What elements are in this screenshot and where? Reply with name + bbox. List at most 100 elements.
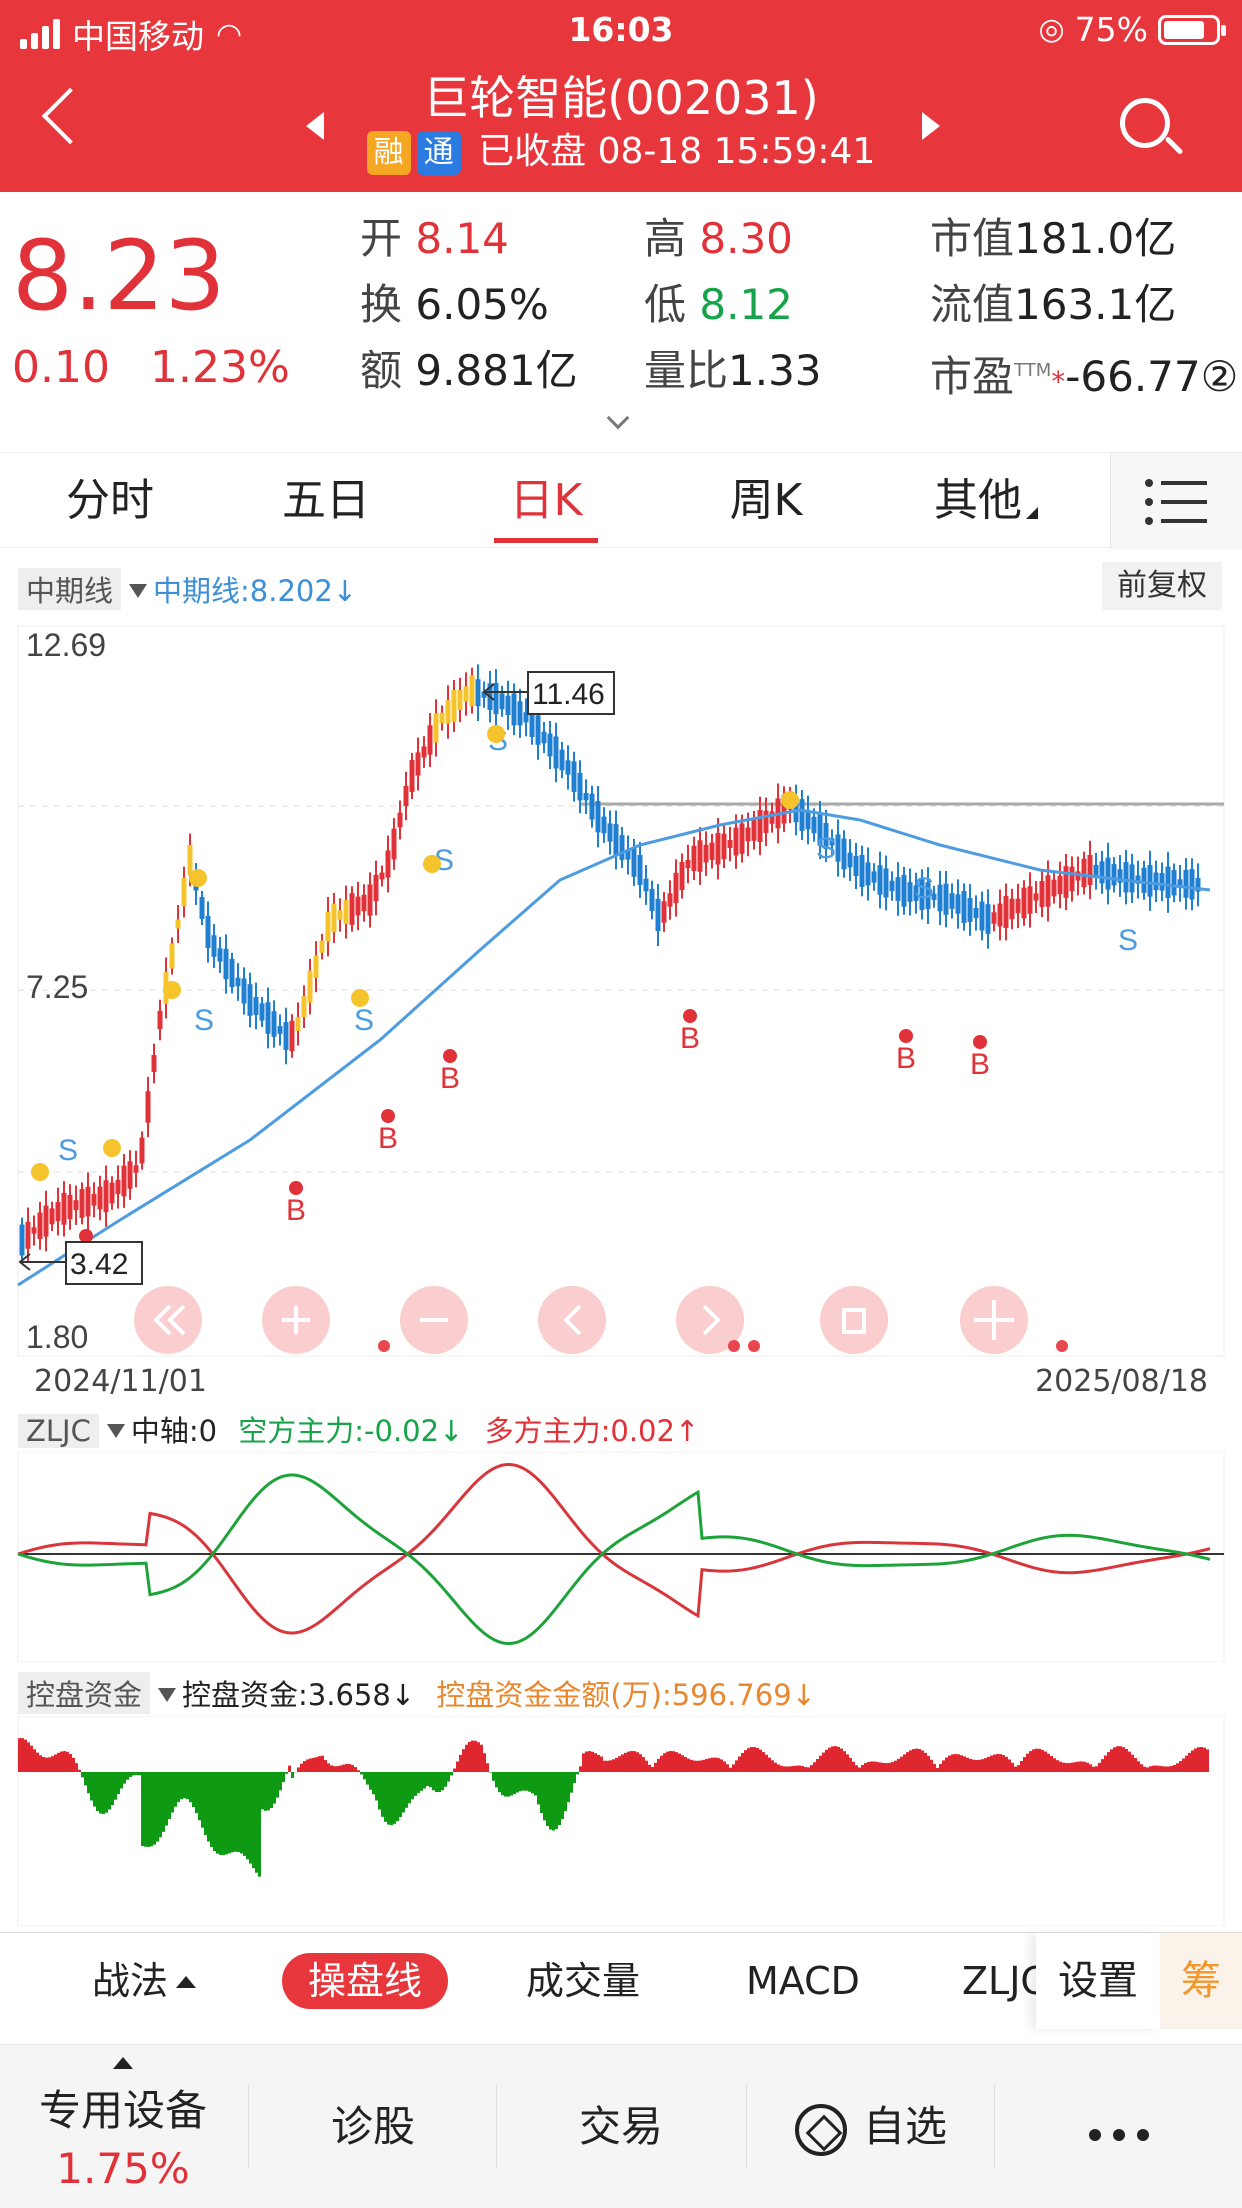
kpzj-bar [447, 1772, 450, 1782]
kpzj-bar [870, 1761, 873, 1772]
prev-stock-icon[interactable] [306, 112, 324, 140]
candle-body [613, 824, 619, 856]
kpzj-bar [1104, 1755, 1107, 1772]
change-value: 0.10 [12, 342, 110, 393]
candle-body [427, 725, 433, 755]
adjust-button[interactable]: 前复权 [1102, 562, 1222, 610]
expand-chevron-icon[interactable] [606, 406, 630, 430]
candle-body [79, 1188, 85, 1218]
kpzj-chart[interactable] [0, 1716, 1242, 1926]
candle-body [739, 823, 745, 854]
candle-body [475, 679, 481, 707]
change-percent: 1.23% [149, 342, 290, 393]
chip-button[interactable]: 筹 [1160, 1933, 1242, 2029]
tab-daily-k[interactable]: 日K [494, 453, 598, 549]
kpzj-bar [327, 1763, 330, 1772]
kpzj-bar [126, 1772, 129, 1780]
kpzj-bar [771, 1760, 774, 1772]
kpzj-bar [510, 1772, 513, 1796]
kpzj-bar [315, 1757, 318, 1772]
kpzj-bar [336, 1766, 339, 1772]
kline-chart[interactable]: BBBBBBBSSSSSSSS 12.69 7.25 1.80 11.46 3.… [0, 620, 1242, 1360]
buy-dot [443, 1049, 457, 1063]
kpzj-bar [384, 1772, 387, 1822]
caret-up-icon [176, 1976, 197, 1988]
candle-body [883, 868, 889, 898]
kpzj-bar [903, 1754, 906, 1772]
candle-body [1057, 875, 1063, 895]
move-left-icon[interactable] [538, 1286, 606, 1354]
kpzj-bar [681, 1755, 684, 1772]
buy-mark: B [286, 1194, 306, 1227]
kpzj-bar [219, 1772, 222, 1855]
rotate-icon[interactable] [820, 1286, 888, 1354]
zljc-chart[interactable] [0, 1452, 1242, 1662]
sell-mark: S [816, 832, 836, 865]
kpzj-bar [1170, 1765, 1173, 1772]
nav-watchlist[interactable]: 自选 [748, 2045, 994, 2208]
clock: 16:03 [568, 10, 674, 49]
watchlist-icon [794, 2103, 847, 2156]
kpzj-bar [330, 1765, 333, 1772]
kpzj-bar [261, 1772, 264, 1810]
kpzj-bar [990, 1755, 993, 1772]
date-end: 2025/08/18 [1035, 1364, 1208, 1399]
candle-body [721, 833, 727, 860]
search-icon[interactable] [1120, 98, 1170, 148]
tab-other[interactable]: 其他 [906, 453, 1066, 549]
tool-zljc[interactable]: ZLJC [962, 1959, 1047, 2003]
candle-body [949, 893, 955, 909]
kpzj-tag[interactable]: 控盘资金 [18, 1672, 151, 1714]
tab-five-day[interactable]: 五日 [282, 475, 370, 526]
kpzj-bar [864, 1763, 867, 1772]
kpzj-bar [765, 1754, 768, 1772]
tab-weekly-k[interactable]: 周K [729, 475, 803, 526]
move-right-icon[interactable] [676, 1286, 744, 1354]
kpzj-bar [153, 1772, 156, 1845]
candle-body [109, 1182, 115, 1204]
candle-body [199, 897, 205, 919]
candle-body [49, 1208, 55, 1225]
candle-body [781, 794, 787, 824]
kpzj-bar [741, 1752, 744, 1772]
kpzj-bar [477, 1742, 480, 1772]
trade-status: 融通 已收盘 08-18 15:59:41 [0, 122, 1242, 175]
candle-body [157, 1010, 163, 1030]
tool-caopanxian[interactable]: 操盘线 [282, 1953, 449, 2009]
zljc-dropdown-icon[interactable] [106, 1424, 125, 1438]
tool-macd[interactable]: MACD [746, 1959, 860, 2003]
tool-zhanfa[interactable]: 战法 [92, 1933, 197, 2029]
sell-mark: S [354, 1004, 374, 1037]
nav-diagnose[interactable]: 诊股 [330, 2102, 415, 2151]
main-indicator-tag[interactable]: 中期线 [18, 568, 122, 610]
candle-body [637, 854, 643, 886]
tool-volume[interactable]: 成交量 [526, 1959, 641, 2003]
kpzj-bar [873, 1761, 876, 1772]
candle-body [355, 896, 361, 916]
zljc-tag[interactable]: ZLJC [18, 1414, 99, 1448]
settings-button[interactable]: 设置 [1036, 1933, 1160, 2029]
kpzj-bar [1182, 1758, 1185, 1772]
candle-body [901, 874, 907, 907]
nav-trade[interactable]: 交易 [578, 2102, 663, 2151]
candle-body [349, 893, 355, 925]
kpzj-bar [1125, 1749, 1128, 1772]
indicator-dropdown-icon[interactable] [129, 584, 148, 598]
kpzj-bar [1185, 1755, 1188, 1772]
kpzj-bar [1113, 1747, 1116, 1772]
candle-body [517, 701, 523, 726]
tab-intraday[interactable]: 分时 [66, 475, 154, 526]
more-icon[interactable] [996, 2045, 1242, 2208]
menu-list-icon[interactable] [1110, 453, 1242, 549]
kpzj-bar [468, 1741, 471, 1772]
kpzj-bar [1008, 1759, 1011, 1772]
kpzj-bar [1053, 1758, 1056, 1772]
kpzj-dropdown-icon[interactable] [158, 1688, 177, 1702]
next-stock-icon[interactable] [922, 112, 940, 140]
candle-body [859, 855, 865, 887]
pe-label: 市盈 [930, 352, 1015, 401]
kpzj-bar [1200, 1746, 1203, 1772]
nav-sector[interactable]: 专用设备 1.75% [0, 2045, 246, 2208]
bulb-icon [423, 855, 441, 873]
kpzj-bar [1023, 1757, 1026, 1772]
